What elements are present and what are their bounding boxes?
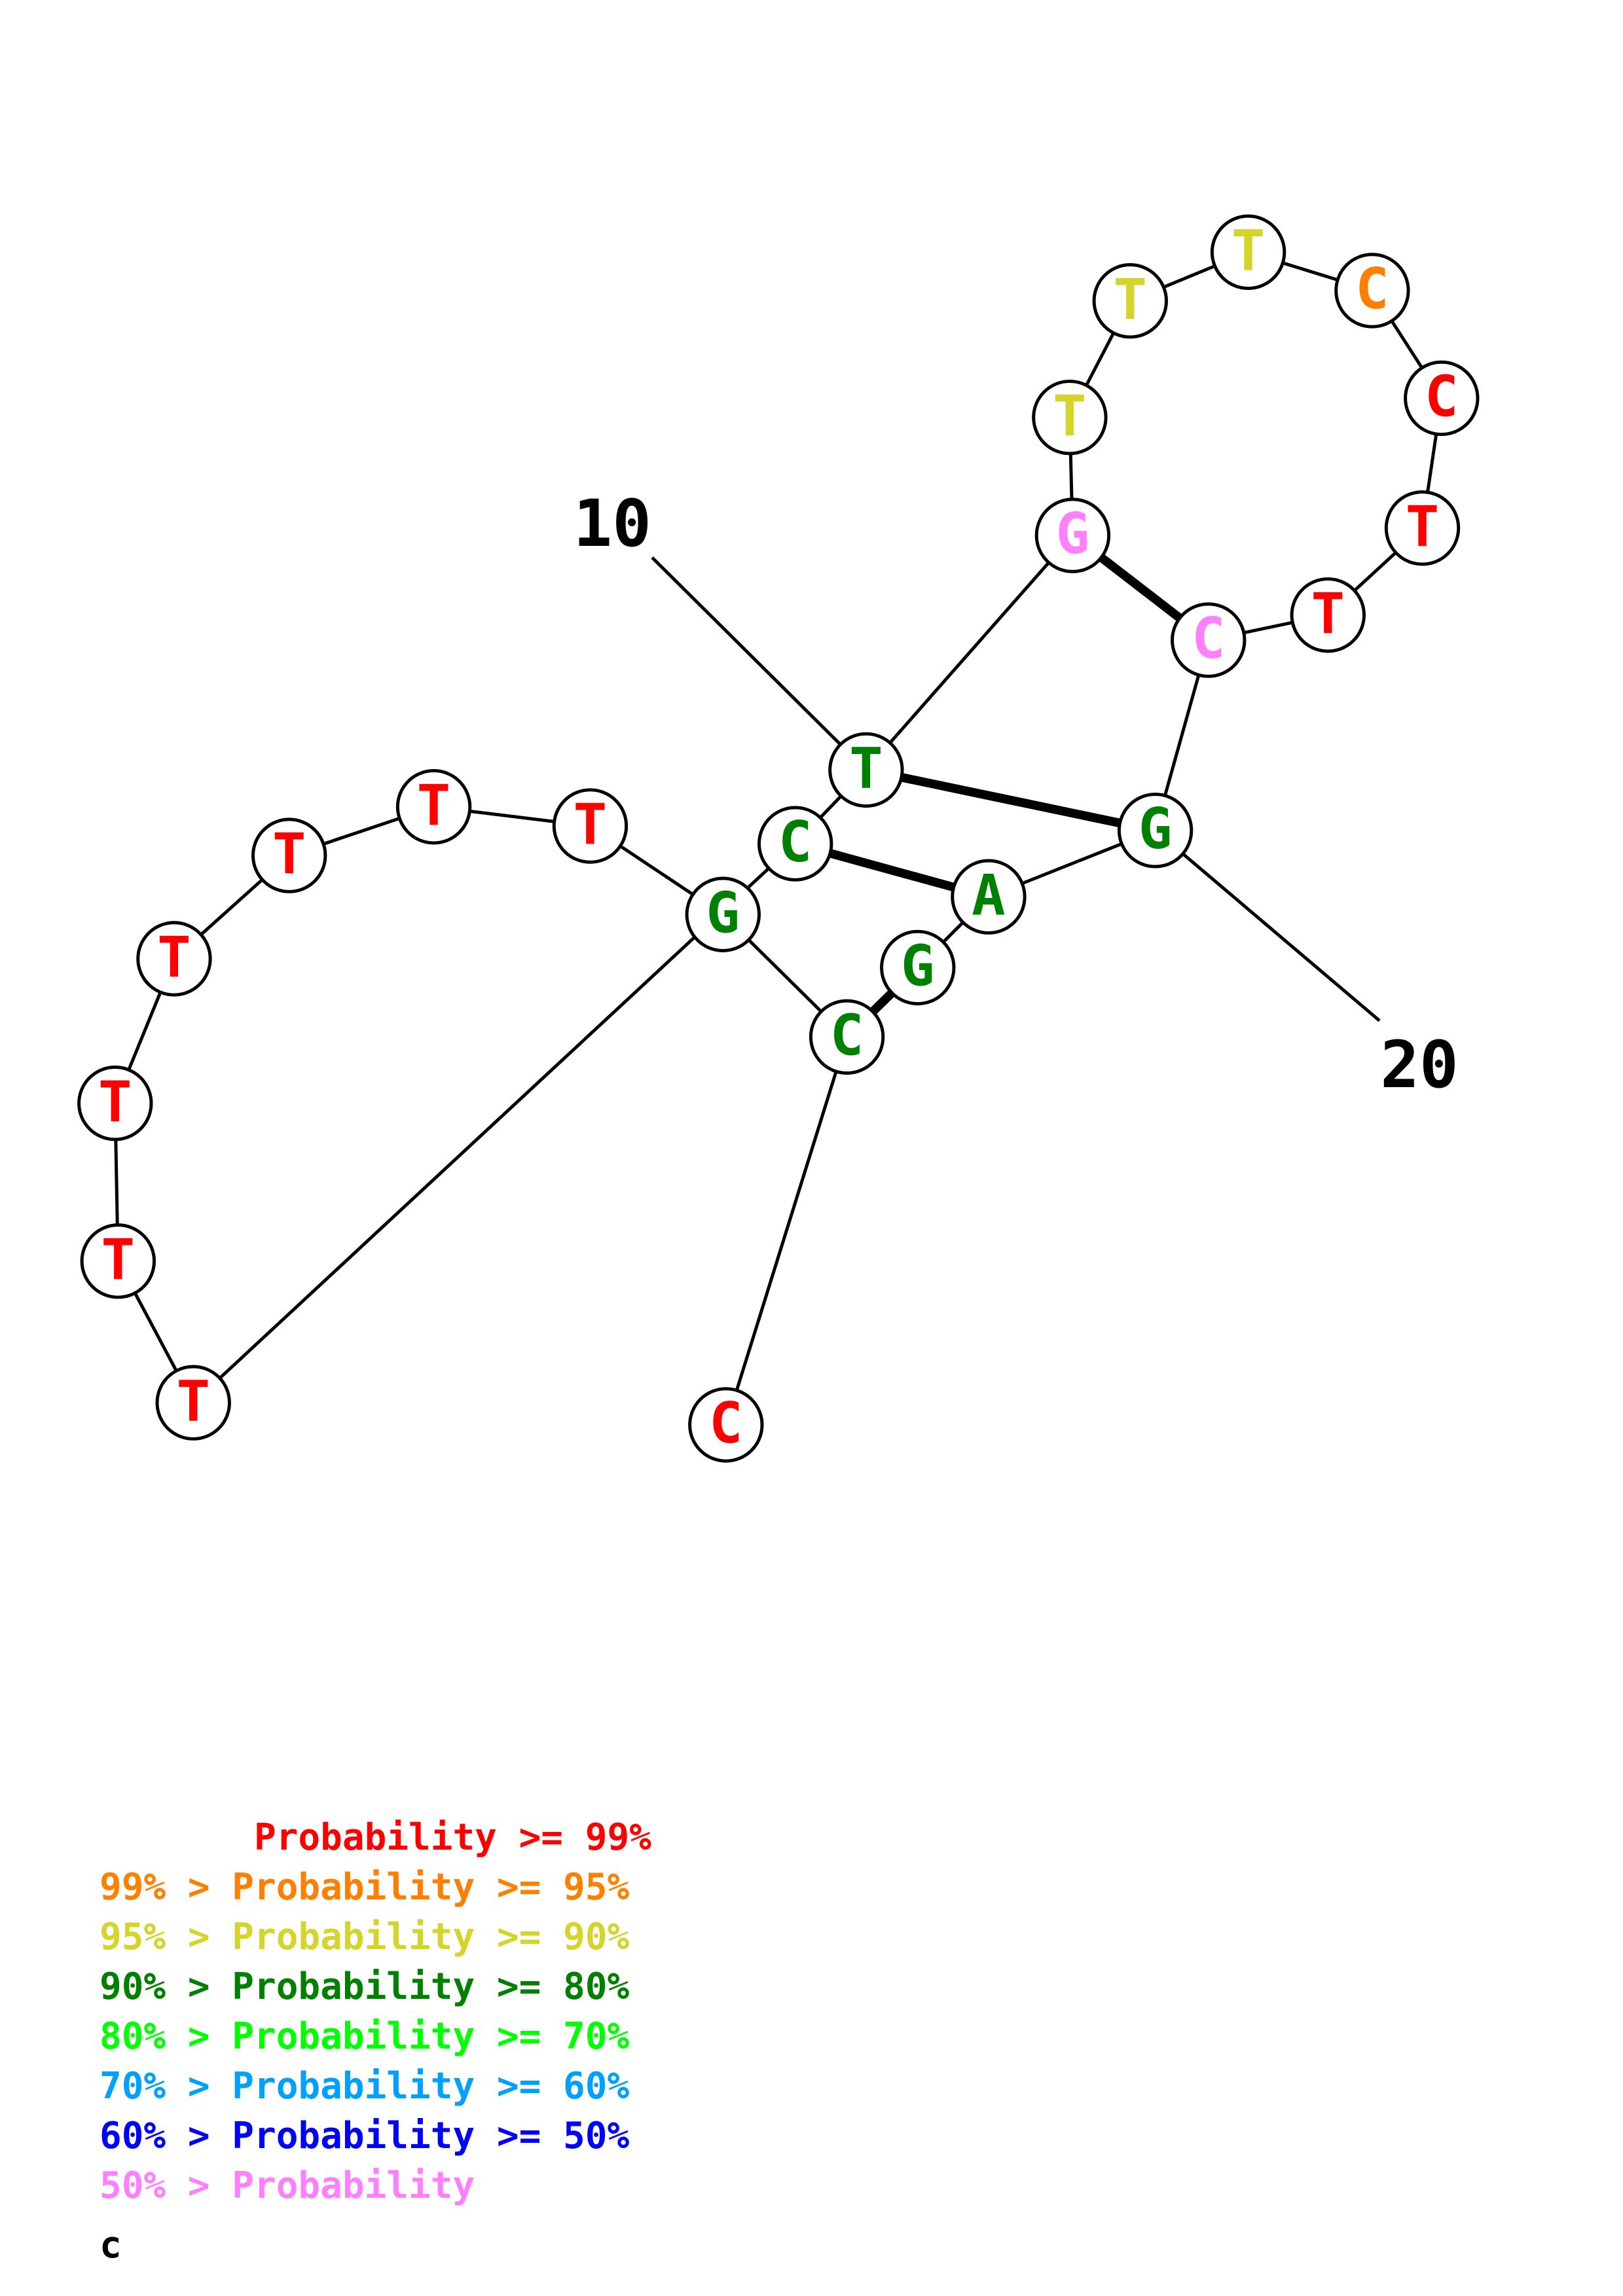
- nucleotide-circle: [1290, 577, 1366, 653]
- nucleotide-node: T: [251, 817, 327, 893]
- nucleotide-letter: T: [574, 793, 608, 857]
- nucleotide-letter: T: [1114, 268, 1148, 332]
- nucleotide-letter: A: [972, 863, 1006, 928]
- nucleotide-circle: [688, 1387, 764, 1463]
- tick-line: [651, 556, 867, 772]
- nucleotide-node: G: [1117, 793, 1194, 869]
- nucleotide-letter: T: [1231, 219, 1266, 283]
- nucleotide-node: T: [1032, 380, 1108, 456]
- probability-legend: Probability >= 99% 99% > Probability >= 9…: [100, 1813, 651, 2211]
- legend-row: 80% > Probability >= 70%: [100, 2015, 630, 2058]
- nucleotide-letter: C: [830, 1003, 864, 1068]
- base-pair-bond: [865, 765, 1156, 835]
- nucleotide-letter: C: [778, 810, 812, 875]
- tick-line: [1154, 829, 1381, 1022]
- nucleotide-node: G: [1034, 497, 1111, 573]
- nucleotide-circle: [809, 999, 885, 1075]
- legend-row: 90% > Probability >= 80%: [100, 1965, 630, 2008]
- nucleotide-letter: G: [901, 934, 935, 999]
- nucleotide-circle: [951, 859, 1027, 935]
- nucleotide-letter: C: [1192, 607, 1226, 672]
- nucleotide-letter: T: [1053, 384, 1087, 449]
- legend-row: Probability >= 99%: [100, 1816, 651, 1859]
- sequence-label: c: [100, 2224, 122, 2267]
- nucleotide-circle: [77, 1066, 153, 1141]
- nucleotide-node: T: [80, 1223, 156, 1299]
- nucleotide-circle: [155, 1365, 231, 1441]
- nucleotide-circle: [136, 921, 212, 997]
- nucleotide-node: T: [1384, 490, 1461, 566]
- nucleotide-circle: [685, 876, 761, 952]
- nucleotide-node: C: [1171, 602, 1247, 678]
- legend-row: 70% > Probability >= 60%: [100, 2065, 630, 2108]
- backbone-link: [724, 1036, 848, 1426]
- nucleotide-circle: [1092, 263, 1168, 339]
- nucleotide-node: G: [880, 929, 956, 1006]
- nucleotide-letter: T: [417, 774, 451, 838]
- nucleotide-letter: T: [272, 822, 306, 887]
- nucleotide-circle: [80, 1223, 156, 1299]
- legend-row: 60% > Probability >= 50%: [100, 2115, 630, 2157]
- nucleotide-letter: G: [1139, 797, 1173, 862]
- nucleotide-circle: [1384, 490, 1461, 566]
- tick-label: 10: [574, 486, 651, 562]
- nucleotide-node: T: [155, 1365, 231, 1441]
- nucleotide-letter: T: [101, 1228, 136, 1293]
- nucleotide-node: T: [395, 769, 472, 845]
- nucleotide-circle: [1210, 214, 1286, 291]
- legend-row: 99% > Probability >= 95%: [100, 1866, 630, 1909]
- legend-row: 50% > Probability: [100, 2164, 475, 2207]
- nucleotide-node: T: [828, 732, 904, 808]
- nucleotide-circle: [1034, 497, 1111, 573]
- nucleotide-node: A: [951, 859, 1027, 935]
- nucleotide-node: T: [1210, 214, 1286, 291]
- nucleotide-letter: T: [1406, 495, 1440, 560]
- nucleotide-node: T: [552, 788, 629, 864]
- backbone-link: [865, 534, 1074, 772]
- tick-label: 20: [1380, 1028, 1458, 1103]
- nucleotide-letter: G: [1056, 502, 1090, 567]
- nucleotide-node: C: [809, 999, 885, 1075]
- nucleotide-letter: C: [1425, 365, 1459, 430]
- nucleotide-letter: T: [1311, 582, 1345, 647]
- nucleotide-node: C: [757, 806, 833, 882]
- nucleotide-circle: [251, 817, 327, 893]
- legend-row: 95% > Probability >= 90%: [100, 1916, 630, 1958]
- nucleotide-circle: [1117, 793, 1194, 869]
- nucleotide-letter: C: [1355, 257, 1389, 322]
- nucleotide-circle: [552, 788, 629, 864]
- nucleotide-letter: T: [176, 1369, 210, 1434]
- nucleotide-node: C: [1404, 360, 1480, 437]
- nucleotide-circle: [395, 769, 472, 845]
- nucleotide-letter: G: [706, 881, 740, 946]
- nucleotide-node: T: [1290, 577, 1366, 653]
- nucleotide-node: C: [688, 1387, 764, 1463]
- nucleotide-circle: [1171, 602, 1247, 678]
- nucleotide-letter: T: [98, 1070, 132, 1135]
- nucleotide-node: T: [77, 1066, 153, 1141]
- nucleotide-node: T: [136, 921, 212, 997]
- nucleotide-circle: [828, 732, 904, 808]
- nucleotide-letter: T: [157, 925, 191, 990]
- nucleotide-circle: [1404, 360, 1480, 437]
- nucleotide-letter: T: [849, 736, 883, 801]
- nucleotide-circle: [1334, 253, 1410, 329]
- position-ticks: 10 20: [574, 486, 1459, 1103]
- nucleotide-node: G: [685, 876, 761, 952]
- nucleotide-letter: C: [709, 1391, 743, 1456]
- nucleotide-circle: [757, 806, 833, 882]
- nucleotide-circle: [880, 929, 956, 1006]
- nucleotide-circle: [1032, 380, 1108, 456]
- nucleotide-node: C: [1334, 253, 1410, 329]
- nucleotide-node: T: [1092, 263, 1168, 339]
